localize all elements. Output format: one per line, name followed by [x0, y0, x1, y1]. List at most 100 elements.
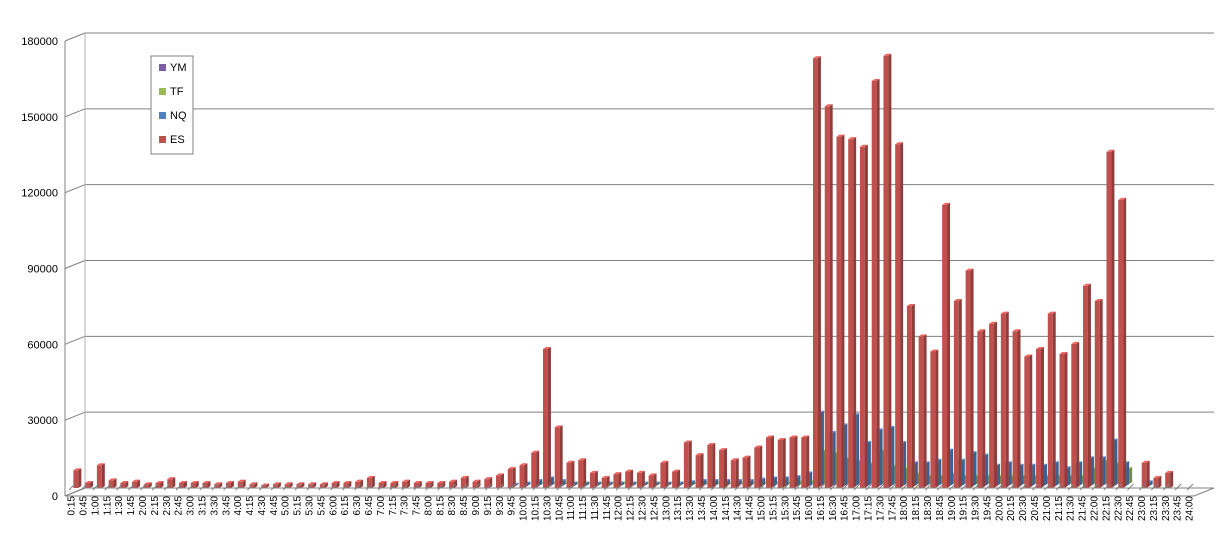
- bar-es: [683, 440, 692, 488]
- x-tick-label: 20:30: [1018, 496, 1029, 521]
- legend-swatch: [159, 64, 166, 71]
- x-tick-label: 8:00: [423, 496, 434, 516]
- x-tick-mark: [710, 483, 718, 491]
- x-tick-label: 15:15: [768, 496, 779, 521]
- bar-es: [449, 479, 458, 488]
- bar-es: [836, 134, 845, 488]
- bar-es: [190, 480, 199, 488]
- bar-es: [648, 473, 657, 488]
- bar-es: [155, 480, 164, 488]
- bar-es: [554, 425, 563, 488]
- x-tick-label: 1:30: [114, 496, 125, 516]
- bar-es: [977, 329, 986, 488]
- y-tick-label: 90000: [27, 264, 58, 276]
- bar-es: [73, 468, 82, 488]
- x-tick-mark: [615, 483, 623, 491]
- bar-es: [1094, 298, 1103, 488]
- x-tick-mark: [663, 483, 671, 491]
- bar-es: [1036, 346, 1044, 488]
- bar-es: [660, 460, 669, 488]
- x-tick-mark: [1174, 483, 1182, 491]
- x-tick-mark: [1186, 483, 1194, 491]
- bar-es: [167, 477, 176, 488]
- bar-es: [132, 479, 141, 488]
- x-tick-label: 21:15: [1054, 496, 1065, 521]
- x-tick-mark: [247, 483, 254, 491]
- y-tick-label: 30000: [27, 415, 58, 427]
- bars: [73, 53, 1174, 489]
- x-tick-label: 4:15: [245, 496, 256, 516]
- bar-es: [366, 475, 375, 488]
- x-tick-label: 15:00: [756, 496, 767, 521]
- bar-es: [1000, 311, 1009, 488]
- x-tick-label: 3:15: [197, 496, 208, 516]
- x-tick-label: 18:45: [935, 496, 946, 521]
- x-tick-label: 15:30: [780, 496, 791, 521]
- x-tick-label: 18:30: [923, 496, 934, 521]
- bar-es: [531, 450, 540, 488]
- x-tick-mark: [270, 483, 278, 491]
- bar-es: [331, 480, 340, 488]
- legend-label: ES: [170, 134, 185, 146]
- x-tick-mark: [687, 483, 694, 491]
- bar-es: [895, 142, 904, 488]
- x-tick-mark: [116, 483, 123, 491]
- bar-es: [965, 268, 974, 488]
- bar-es: [859, 144, 868, 488]
- x-tick-mark: [722, 483, 730, 491]
- x-tick-mark: [948, 483, 956, 491]
- bar-es: [812, 56, 821, 489]
- x-tick-mark: [1043, 483, 1051, 491]
- x-tick-mark: [675, 483, 682, 491]
- x-tick-mark: [532, 483, 540, 491]
- x-tick-mark: [377, 483, 385, 491]
- legend-box: [150, 55, 194, 155]
- legend-swatch: [159, 112, 166, 119]
- legend-swatch: [159, 88, 166, 95]
- bar-es: [519, 463, 528, 488]
- x-tick-label: 13:45: [697, 496, 708, 521]
- x-tick-label: 4:45: [269, 496, 280, 516]
- bar-es: [179, 480, 187, 488]
- bar-es: [589, 470, 598, 488]
- bar-es: [789, 435, 798, 488]
- legend-entry-tf: TF: [159, 86, 184, 98]
- bar-es: [120, 480, 129, 488]
- x-tick-mark: [770, 483, 778, 491]
- bar-es: [730, 458, 739, 488]
- x-tick-label: 23:00: [1137, 496, 1148, 521]
- x-tick-label: 12:30: [638, 496, 649, 521]
- bar-es: [542, 346, 551, 488]
- bar-es: [1165, 470, 1174, 488]
- gridline-side: [64, 335, 86, 345]
- x-tick-mark: [734, 483, 742, 491]
- bar-es: [108, 478, 117, 488]
- bar-es: [883, 53, 892, 488]
- x-tick-mark: [639, 483, 647, 491]
- gridline-side: [64, 32, 86, 42]
- x-tick-label: 7:00: [376, 496, 387, 516]
- x-tick-label: 23:45: [1173, 496, 1184, 521]
- legend: YM TF NQ ES: [150, 55, 194, 155]
- bar-es: [85, 480, 94, 488]
- x-tick-mark: [936, 483, 944, 491]
- x-tick-mark: [211, 483, 219, 491]
- x-tick-label: 1:45: [126, 496, 137, 516]
- chart-floor: [64, 487, 1215, 497]
- x-tick-mark: [223, 483, 230, 491]
- x-tick-label: 17:30: [875, 496, 886, 521]
- x-tick-mark: [484, 483, 492, 491]
- x-tick-label: 8:30: [447, 496, 458, 516]
- x-tick-mark: [1032, 483, 1039, 491]
- x-tick-label: 11:45: [602, 496, 613, 521]
- x-tick-mark: [996, 483, 1004, 491]
- x-tick-mark: [627, 483, 635, 491]
- bar-es: [871, 79, 880, 489]
- bar-es: [742, 455, 751, 488]
- bar-es: [343, 480, 352, 488]
- x-tick-label: 2:15: [150, 496, 161, 516]
- x-tick-label: 16:15: [816, 496, 827, 521]
- x-tick-mark: [282, 483, 290, 491]
- bar-es: [930, 349, 939, 488]
